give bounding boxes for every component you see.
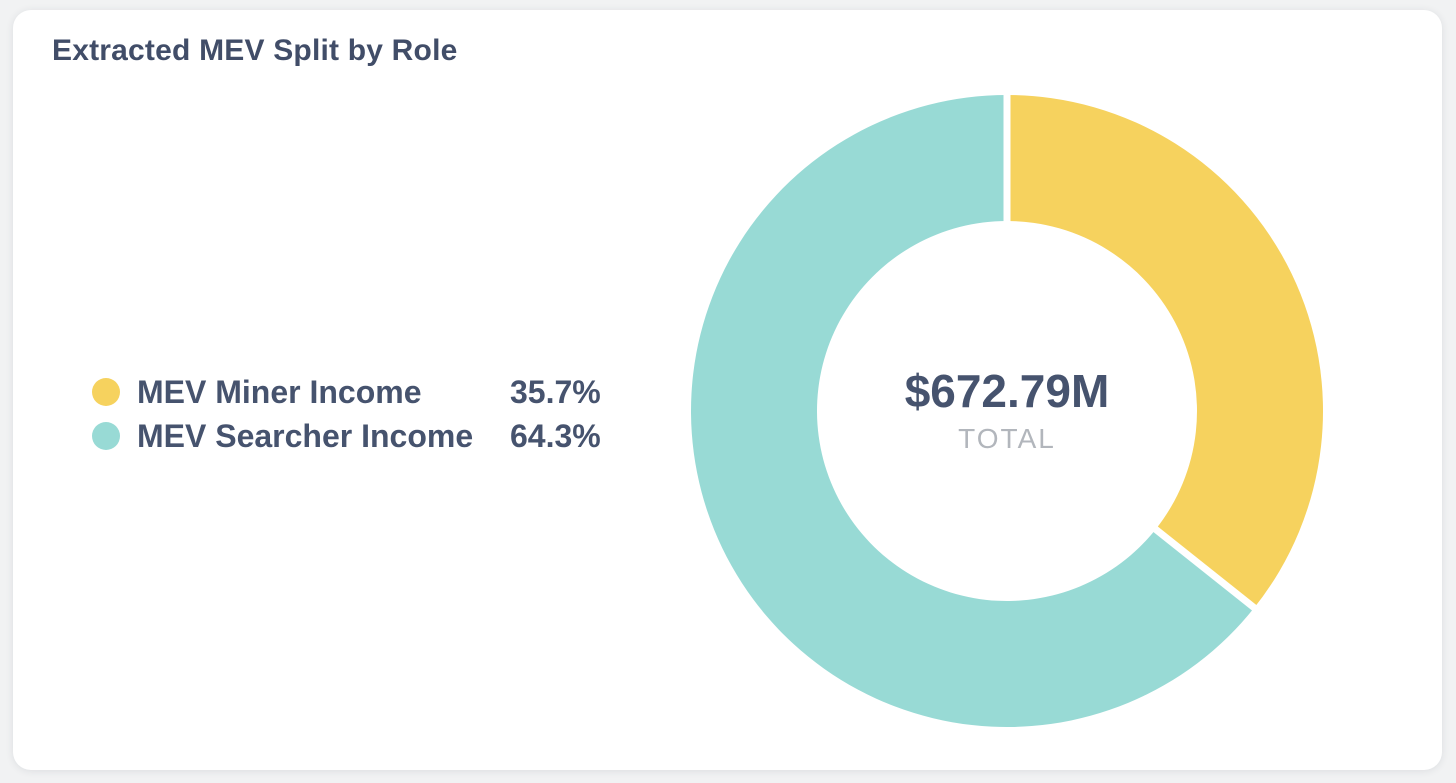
donut-segment-separator — [1004, 408, 1262, 615]
legend-swatch-miner-icon — [92, 378, 120, 406]
chart-legend: MEV Miner Income 35.7% MEV Searcher Inco… — [92, 370, 601, 458]
card-title: Extracted MEV Split by Role — [52, 34, 458, 67]
legend-item-mev-miner-income[interactable]: MEV Miner Income 35.7% — [92, 370, 601, 414]
legend-label-searcher: MEV Searcher Income — [137, 417, 474, 454]
legend-value-searcher: 64.3% — [510, 417, 601, 454]
donut-segment-mev-miner-income[interactable] — [1007, 95, 1324, 608]
donut-segment-mev-searcher-income[interactable] — [691, 95, 1255, 727]
legend-item-mev-searcher-income[interactable]: MEV Searcher Income 64.3% — [92, 414, 601, 458]
legend-swatch-searcher-icon — [92, 422, 120, 450]
donut-chart-svg — [691, 89, 1324, 727]
mev-split-card: Extracted MEV Split by Role MEV Miner In… — [13, 10, 1442, 770]
legend-label-miner: MEV Miner Income — [137, 373, 422, 410]
legend-value-miner: 35.7% — [510, 373, 601, 410]
donut-chart: $672.79M TOTAL — [687, 89, 1327, 731]
